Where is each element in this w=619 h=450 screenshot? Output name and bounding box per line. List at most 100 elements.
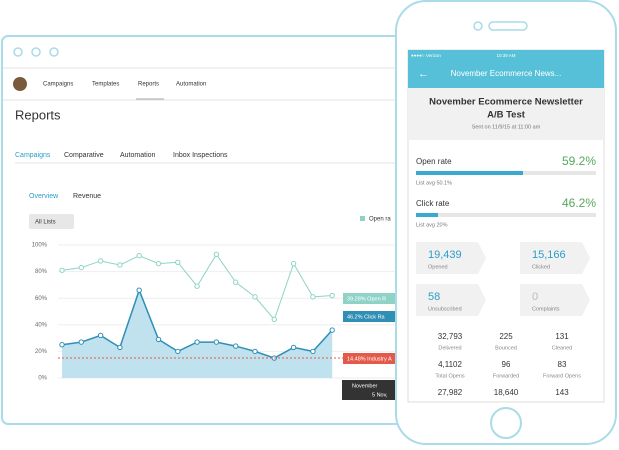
stat-label: Bounced (495, 345, 517, 351)
rate-value: 59.2% (562, 154, 596, 168)
tag-label: 39.28% Open R (347, 296, 386, 302)
tile-label: Unsubscribed (428, 306, 462, 312)
subtab[interactable]: Revenue (73, 193, 101, 200)
point (271, 316, 277, 323)
tile-value: 0 (532, 291, 538, 303)
legend-swatch (360, 216, 365, 221)
tile (520, 284, 590, 316)
stat-label: Cleaned (552, 345, 573, 351)
point (155, 336, 162, 343)
nav-item[interactable]: Campaigns (43, 82, 73, 88)
tag-label: 14.48% Industry A (347, 356, 392, 362)
tab[interactable]: Campaigns (15, 152, 51, 159)
point (175, 348, 181, 355)
stat-value: 83 (558, 360, 567, 369)
point (59, 267, 65, 273)
point (155, 260, 162, 267)
tile-value: 15,166 (532, 249, 566, 261)
tile (416, 284, 486, 316)
stat-value: 4,1102 (438, 360, 462, 369)
tag-label: 46.2% Click Ra (347, 314, 386, 320)
rate-label: Open rate (416, 157, 452, 166)
point (59, 342, 65, 348)
point (310, 294, 316, 300)
tile-label: Opened (428, 264, 448, 270)
stat-label: Forwarded (493, 373, 519, 379)
list-button-label: All Lists (35, 220, 56, 226)
tab[interactable]: Comparative (64, 152, 104, 159)
point (194, 339, 200, 345)
point (252, 294, 258, 300)
y-tick-label: 80% (35, 269, 48, 275)
status: 10:39 AM (496, 53, 515, 58)
point (136, 287, 142, 293)
tile-label: Clicked (532, 264, 550, 270)
area (62, 290, 333, 378)
point (310, 348, 316, 355)
list-button[interactable] (29, 214, 74, 229)
y-tick-label: 40% (35, 322, 48, 328)
subtab[interactable]: Overview (29, 193, 59, 200)
tooltip-text: 5 Nov, (372, 392, 388, 398)
rate-avg: List avg 20% (416, 222, 448, 228)
point (78, 264, 85, 271)
y-tick-label: 0% (38, 376, 47, 382)
tile-value: 58 (428, 291, 440, 303)
stat-value: 225 (499, 332, 513, 341)
point (290, 344, 297, 351)
nav-title: November Ecommerce News... (451, 69, 562, 78)
sent: Sent on 11/9/15 at 11:00 am (472, 124, 541, 130)
stat-value: 18,640 (494, 388, 519, 397)
point (233, 279, 239, 285)
y-tick-label: 60% (35, 296, 48, 302)
point (117, 262, 123, 268)
status: ●●●●○ Verizon (411, 53, 441, 58)
back[interactable]: ← (418, 68, 429, 80)
point (194, 283, 200, 289)
nav-item[interactable]: Reports (138, 82, 159, 88)
point (213, 339, 220, 345)
tooltip (342, 380, 412, 400)
logo (13, 77, 27, 91)
tab[interactable]: Automation (120, 152, 156, 159)
tile (416, 242, 486, 274)
stat-value: 96 (502, 360, 511, 369)
tooltip-text: November (352, 383, 378, 389)
title: November Ecommerce Newsletter (429, 97, 583, 108)
tag (343, 353, 413, 364)
title: A/B Test (487, 110, 526, 121)
point (290, 260, 297, 267)
stat-value: 27,982 (438, 388, 463, 397)
point (97, 332, 104, 339)
point (136, 252, 142, 259)
point (329, 327, 335, 333)
stat-value: 131 (555, 332, 569, 341)
y-tick-label: 100% (32, 243, 48, 249)
stat-value: 143 (555, 388, 569, 397)
rate-avg: List avg 50.1% (416, 180, 452, 186)
point (78, 339, 85, 345)
heading: Reports (15, 107, 61, 122)
stat-label: Delivered (438, 345, 461, 351)
point (175, 259, 181, 265)
tile-value: 19,439 (428, 249, 462, 261)
point (97, 258, 104, 264)
nav-item[interactable]: Templates (92, 82, 119, 88)
point (252, 348, 258, 355)
stat-label: Total Opens (435, 373, 465, 379)
point (213, 251, 220, 258)
tag (343, 311, 413, 322)
stat-label: Forward Opens (543, 373, 581, 379)
rate-value: 46.2% (562, 196, 596, 210)
home-button[interactable] (490, 407, 522, 439)
point (233, 343, 239, 349)
nav-item[interactable]: Automation (176, 82, 206, 88)
y-tick-label: 20% (35, 349, 48, 355)
tab[interactable]: Inbox Inspections (173, 152, 228, 159)
tile (520, 242, 590, 274)
stat-value: 32,793 (438, 332, 463, 341)
point (329, 292, 335, 299)
tag (343, 293, 413, 304)
rate-label: Click rate (416, 199, 450, 208)
